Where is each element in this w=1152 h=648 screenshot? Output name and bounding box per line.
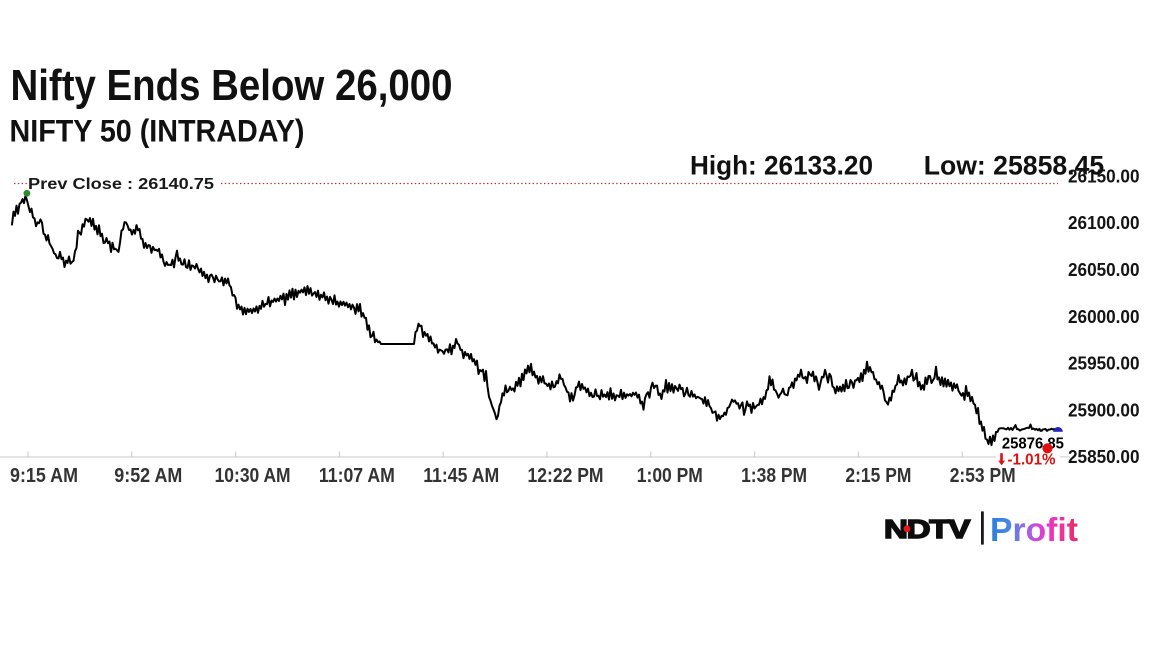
svg-text:9:52 AM: 9:52 AM — [114, 465, 182, 487]
svg-text:Low: 25858.45: Low: 25858.45 — [924, 150, 1104, 180]
svg-text:NDTV: NDTV — [884, 516, 970, 544]
svg-text:9:15 AM: 9:15 AM — [10, 465, 78, 487]
svg-text:Profit: Profit — [990, 512, 1078, 549]
svg-text:11:45 AM: 11:45 AM — [423, 465, 499, 487]
svg-text:2:53 PM: 2:53 PM — [950, 465, 1016, 487]
svg-text:25850.00: 25850.00 — [1068, 446, 1140, 467]
svg-text:Prev Close : 26140.75: Prev Close : 26140.75 — [28, 176, 214, 193]
svg-text:-1.01%: -1.01% — [1008, 452, 1056, 469]
svg-text:26150.00: 26150.00 — [1068, 165, 1140, 186]
svg-text:1:00 PM: 1:00 PM — [637, 465, 703, 487]
svg-text:1:38 PM: 1:38 PM — [741, 465, 807, 487]
svg-text:High: 26133.20: High: 26133.20 — [690, 150, 873, 180]
svg-text:26000.00: 26000.00 — [1068, 306, 1140, 327]
svg-text:26050.00: 26050.00 — [1068, 259, 1140, 280]
svg-text:NIFTY 50 (INTRADAY): NIFTY 50 (INTRADAY) — [10, 112, 305, 148]
svg-text:25900.00: 25900.00 — [1068, 399, 1140, 420]
svg-text:25950.00: 25950.00 — [1068, 353, 1140, 374]
svg-text:2:15 PM: 2:15 PM — [845, 465, 911, 487]
svg-text:26100.00: 26100.00 — [1068, 212, 1140, 233]
svg-text:10:30 AM: 10:30 AM — [215, 465, 291, 487]
svg-text:25876.85: 25876.85 — [1002, 436, 1064, 453]
svg-text:12:22 PM: 12:22 PM — [528, 465, 604, 487]
svg-text:Nifty Ends Below 26,000: Nifty Ends Below 26,000 — [11, 61, 453, 110]
svg-text:11:07 AM: 11:07 AM — [319, 465, 395, 487]
